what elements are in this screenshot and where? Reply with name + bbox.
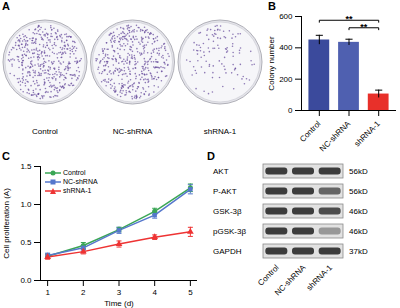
html-text:B: B (268, 0, 276, 12)
svg-text:shRNA-1: shRNA-1 (204, 127, 237, 136)
svg-text:1.5: 1.5 (20, 162, 32, 171)
svg-text:1: 1 (45, 288, 50, 297)
svg-text:4: 4 (152, 288, 157, 297)
svg-text:GAPDH: GAPDH (213, 247, 242, 256)
svg-text:200: 200 (279, 75, 293, 84)
svg-text:P-AKT: P-AKT (213, 187, 237, 196)
svg-text:**: ** (360, 22, 368, 32)
svg-text:0.0: 0.0 (20, 276, 32, 285)
svg-text:37kD: 37kD (349, 247, 368, 256)
html-text:Control: Control (63, 169, 86, 176)
svg-text:Colony number: Colony number (267, 36, 276, 91)
html-text:A: A (2, 0, 10, 12)
svg-text:56kD: 56kD (349, 187, 368, 196)
svg-text:5: 5 (188, 288, 193, 297)
svg-text:0.5: 0.5 (20, 238, 32, 247)
html-text:NC-shRNA: NC-shRNA (63, 178, 98, 185)
svg-text:46kD: 46kD (349, 207, 368, 216)
svg-text:600: 600 (279, 12, 293, 21)
svg-text:NC-shRNA: NC-shRNA (318, 119, 353, 154)
svg-text:shRNA-1: shRNA-1 (305, 263, 335, 293)
svg-text:Control: Control (256, 263, 281, 288)
svg-text:Control: Control (32, 127, 58, 136)
svg-text:2: 2 (81, 288, 86, 297)
svg-text:400: 400 (279, 43, 293, 52)
html-text:D: D (207, 150, 215, 162)
svg-text:3: 3 (117, 288, 122, 297)
svg-text:Cell proliferation (A): Cell proliferation (A) (2, 188, 11, 259)
svg-text:1.0: 1.0 (20, 200, 32, 209)
svg-text:56kD: 56kD (349, 167, 368, 176)
svg-text:NC-shRNA: NC-shRNA (273, 263, 308, 298)
svg-text:Control: Control (298, 119, 323, 144)
html-text:C: C (2, 150, 10, 162)
svg-text:**: ** (345, 14, 353, 24)
svg-text:0: 0 (288, 106, 293, 115)
svg-text:AKT: AKT (213, 167, 229, 176)
svg-text:Time (d): Time (d) (104, 299, 134, 308)
html-text:shRNA-1: shRNA-1 (63, 187, 92, 194)
svg-text:GSK-3β: GSK-3β (213, 207, 242, 216)
svg-text:shRNA-1: shRNA-1 (353, 119, 383, 149)
svg-text:46kD: 46kD (349, 227, 368, 236)
svg-text:NC-shRNA: NC-shRNA (113, 127, 153, 136)
svg-text:pGSK-3β: pGSK-3β (213, 227, 246, 236)
